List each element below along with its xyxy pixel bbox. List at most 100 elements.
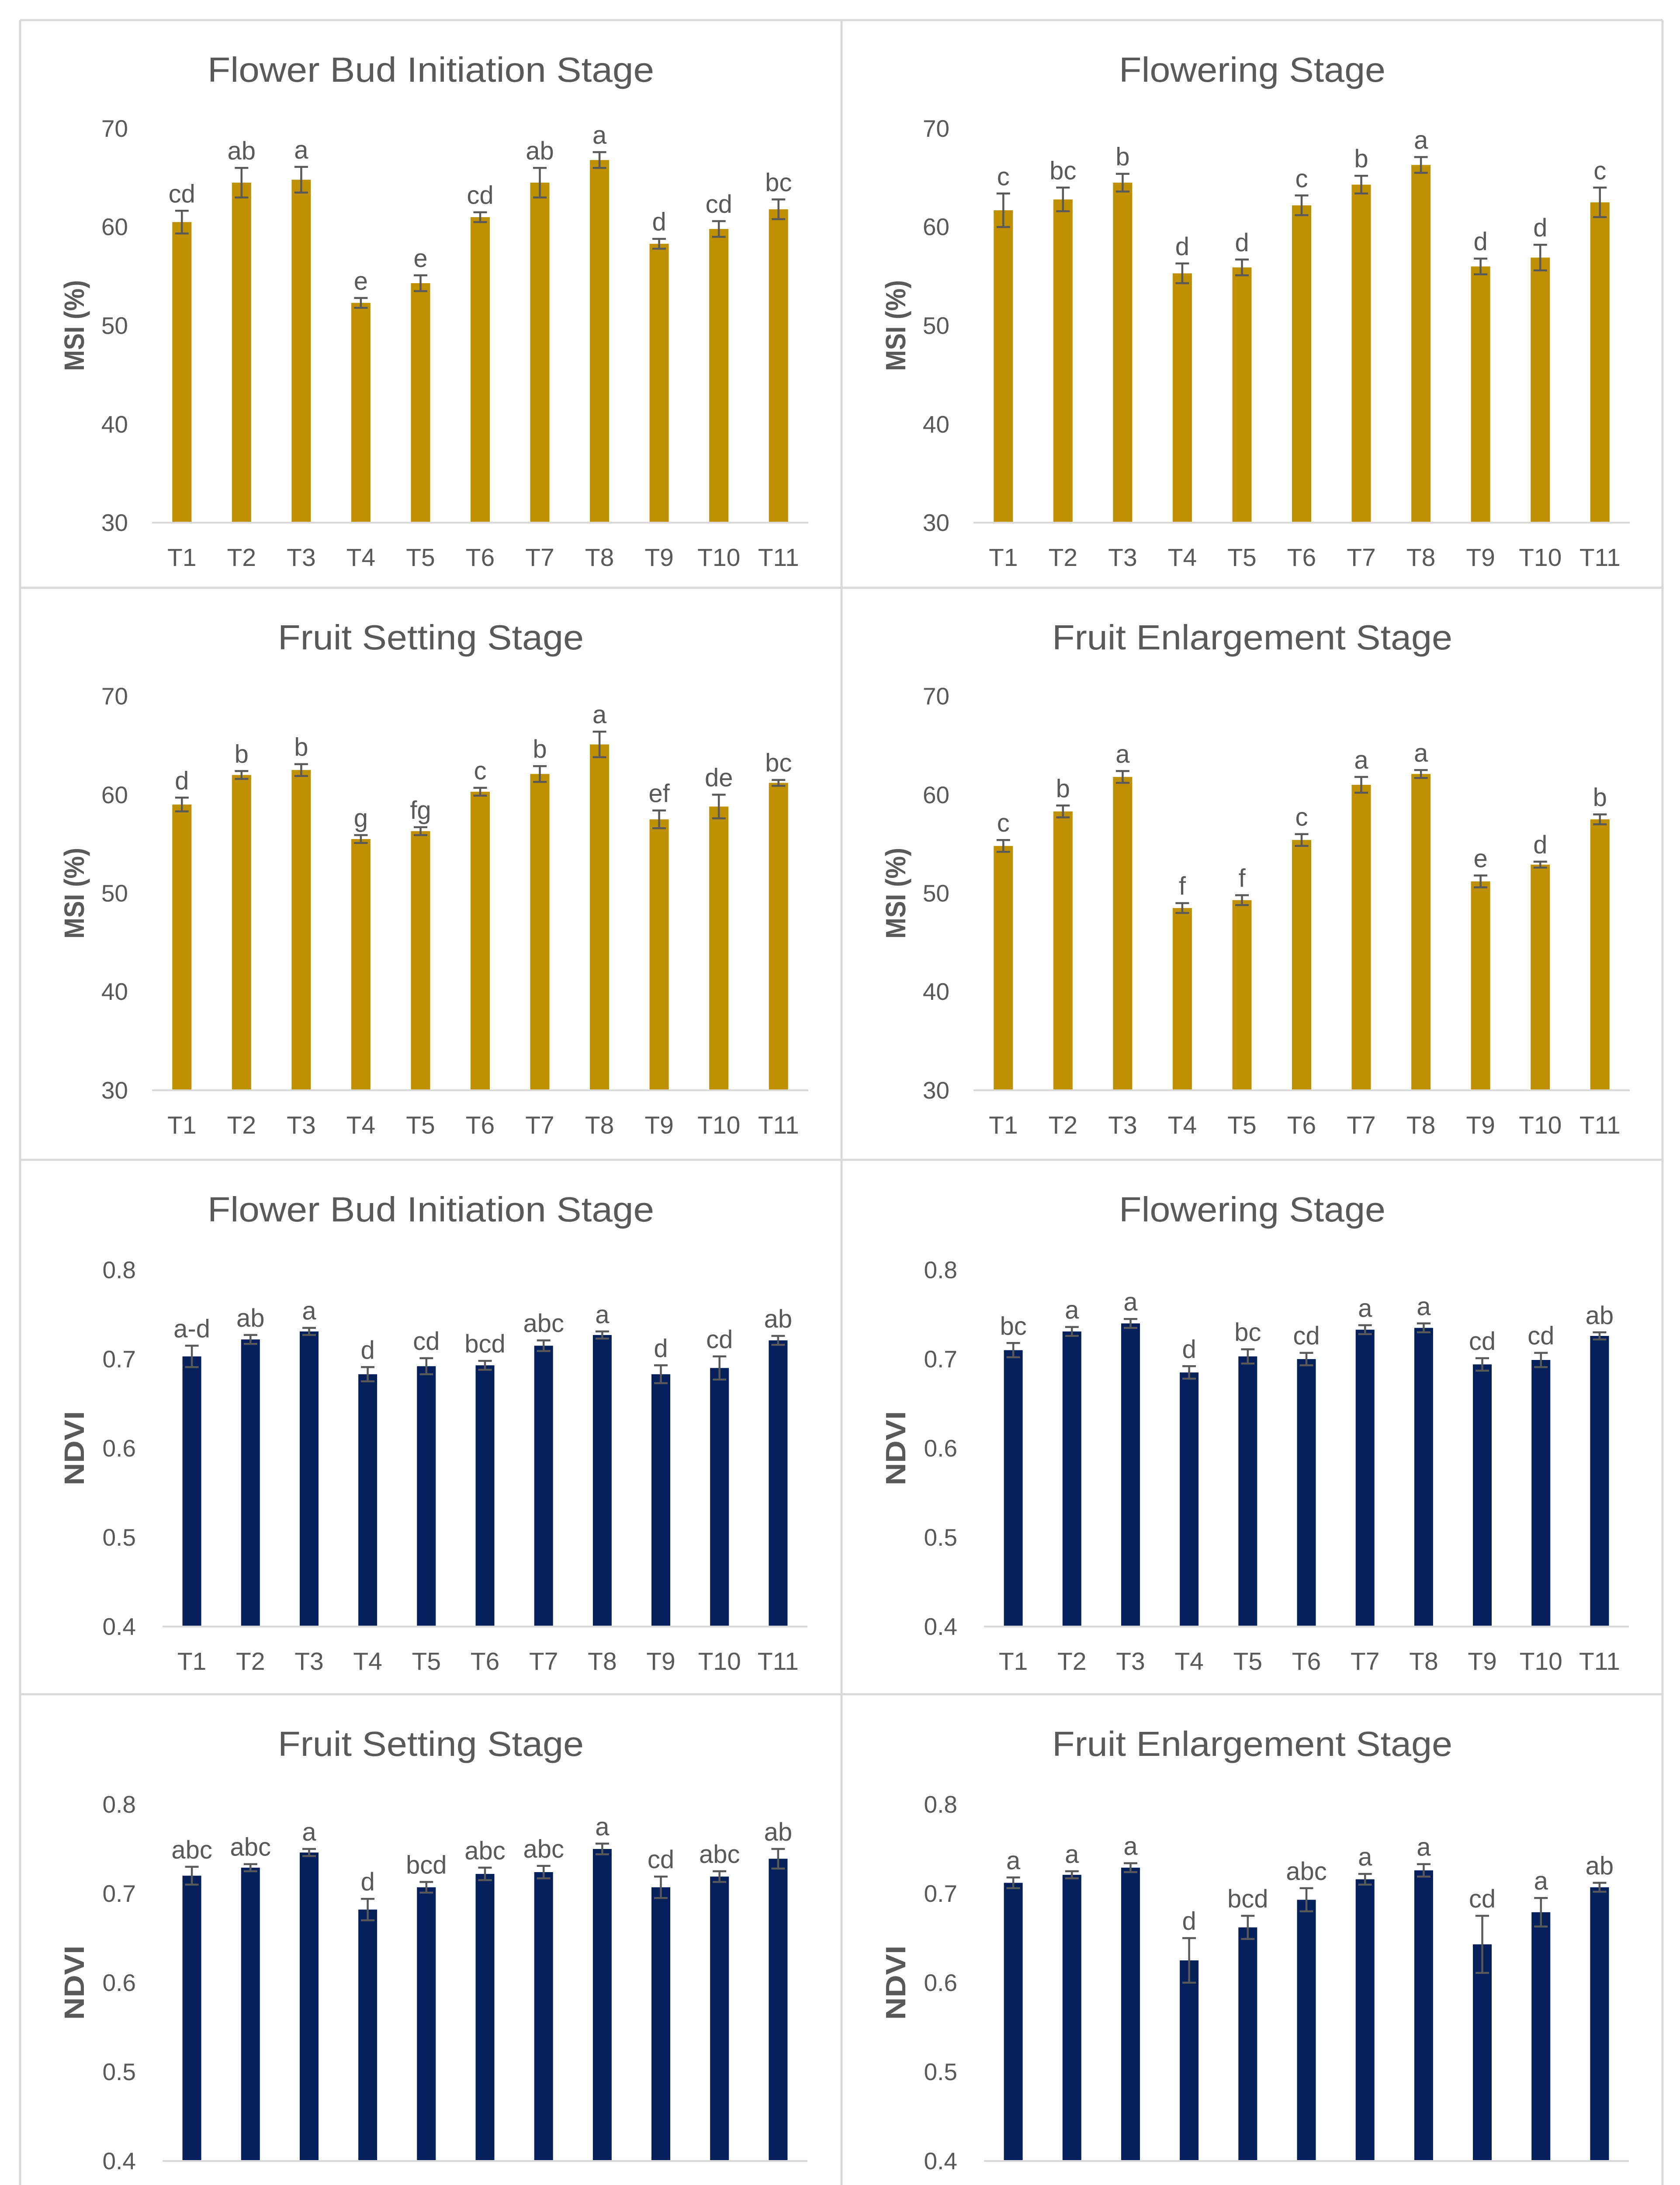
svg-text:T1: T1	[989, 1111, 1018, 1139]
svg-text:60: 60	[923, 781, 949, 808]
svg-text:0.5: 0.5	[103, 1524, 136, 1551]
svg-text:40: 40	[923, 411, 949, 438]
svg-text:d: d	[1175, 232, 1189, 261]
svg-text:a: a	[595, 1813, 610, 1841]
svg-text:T9: T9	[1468, 1647, 1497, 1675]
svg-text:Fruit Setting Stage: Fruit Setting Stage	[278, 618, 584, 657]
svg-text:0.4: 0.4	[103, 1613, 136, 1640]
svg-text:T2: T2	[236, 2182, 265, 2185]
svg-text:T7: T7	[1347, 544, 1376, 572]
svg-text:T5: T5	[1227, 1111, 1257, 1139]
svg-text:T9: T9	[644, 1111, 674, 1139]
svg-text:T4: T4	[353, 2182, 382, 2185]
svg-text:T2: T2	[1049, 1111, 1078, 1139]
svg-text:T8: T8	[585, 1111, 614, 1139]
svg-text:T6: T6	[466, 1111, 495, 1139]
svg-text:b: b	[533, 735, 547, 763]
svg-text:T3: T3	[1116, 2182, 1145, 2185]
svg-text:a: a	[1414, 126, 1428, 154]
svg-text:Fruit Setting Stage: Fruit Setting Stage	[278, 1724, 584, 1763]
svg-text:NDVI: NDVI	[59, 1946, 90, 2020]
svg-text:d: d	[1473, 228, 1487, 256]
svg-text:0.5: 0.5	[103, 2058, 136, 2085]
svg-text:T4: T4	[1168, 1111, 1197, 1139]
svg-text:0.8: 0.8	[924, 1256, 957, 1283]
svg-text:T7: T7	[525, 1111, 554, 1139]
svg-text:50: 50	[923, 312, 949, 339]
svg-text:0.4: 0.4	[103, 2147, 136, 2175]
svg-text:abc: abc	[171, 1836, 212, 1864]
svg-text:abc: abc	[1286, 1857, 1327, 1886]
svg-text:ab: ab	[764, 1818, 793, 1846]
svg-text:a: a	[1354, 746, 1368, 774]
svg-text:T10: T10	[1520, 2182, 1562, 2185]
svg-text:MSI (%): MSI (%)	[59, 848, 90, 939]
svg-text:T10: T10	[698, 2182, 741, 2185]
svg-text:NDVI: NDVI	[59, 1411, 90, 1485]
svg-text:0.5: 0.5	[924, 2058, 957, 2085]
svg-text:T2: T2	[1057, 2182, 1087, 2185]
svg-text:T6: T6	[471, 1647, 500, 1675]
svg-text:T9: T9	[1466, 544, 1495, 572]
svg-text:T5: T5	[412, 1647, 441, 1675]
svg-text:T1: T1	[177, 2182, 207, 2185]
svg-text:T7: T7	[525, 544, 554, 572]
svg-text:a: a	[1123, 1288, 1138, 1316]
svg-text:70: 70	[101, 115, 128, 142]
svg-text:40: 40	[923, 978, 949, 1005]
svg-text:c: c	[1296, 164, 1308, 193]
svg-text:T3: T3	[294, 2182, 324, 2185]
svg-text:T6: T6	[1292, 2182, 1321, 2185]
svg-text:cd: cd	[413, 1327, 440, 1356]
svg-text:b: b	[1115, 143, 1129, 171]
svg-text:abc: abc	[523, 1309, 564, 1338]
svg-text:T10: T10	[1519, 1111, 1562, 1139]
svg-text:de: de	[705, 764, 733, 792]
svg-text:bcd: bcd	[1227, 1885, 1268, 1913]
svg-text:cd: cd	[1528, 1322, 1554, 1350]
svg-text:cd: cd	[467, 181, 493, 210]
svg-text:T3: T3	[1116, 1647, 1145, 1675]
svg-text:50: 50	[101, 880, 128, 907]
svg-text:T7: T7	[529, 1647, 558, 1675]
svg-text:40: 40	[101, 411, 128, 438]
svg-text:NDVI: NDVI	[880, 1946, 911, 2020]
svg-text:0.8: 0.8	[103, 1791, 136, 1818]
svg-text:g: g	[354, 804, 368, 832]
svg-text:0.6: 0.6	[924, 1969, 957, 1996]
svg-text:cd: cd	[706, 1325, 733, 1354]
svg-text:T3: T3	[1108, 544, 1137, 572]
svg-text:0.7: 0.7	[924, 1880, 957, 1907]
svg-text:d: d	[175, 766, 189, 795]
svg-text:0.7: 0.7	[103, 1880, 136, 1907]
svg-text:ab: ab	[1586, 1852, 1614, 1880]
svg-text:T1: T1	[167, 1111, 197, 1139]
svg-text:T7: T7	[529, 2182, 558, 2185]
svg-text:T6: T6	[471, 2182, 500, 2185]
svg-text:0.6: 0.6	[103, 1435, 136, 1462]
svg-text:ab: ab	[526, 137, 554, 165]
svg-text:d: d	[360, 1868, 374, 1896]
svg-text:d: d	[1182, 1335, 1196, 1363]
svg-text:d: d	[1533, 214, 1547, 242]
svg-text:T11: T11	[758, 544, 799, 572]
svg-text:cd: cd	[1293, 1322, 1320, 1350]
svg-text:T8: T8	[1409, 1647, 1438, 1675]
svg-text:60: 60	[923, 213, 949, 240]
svg-text:T4: T4	[346, 1111, 376, 1139]
svg-text:T8: T8	[1406, 544, 1436, 572]
svg-text:T11: T11	[1579, 1647, 1620, 1675]
svg-text:T1: T1	[989, 544, 1018, 572]
svg-text:70: 70	[923, 115, 949, 142]
svg-text:T1: T1	[167, 544, 197, 572]
svg-text:Fruit Enlargement Stage: Fruit Enlargement Stage	[1052, 1724, 1452, 1763]
svg-text:ab: ab	[228, 137, 256, 165]
svg-text:30: 30	[923, 509, 949, 536]
svg-text:MSI (%): MSI (%)	[880, 848, 911, 939]
svg-text:Flowering Stage: Flowering Stage	[1119, 1190, 1386, 1229]
svg-text:0.8: 0.8	[924, 1791, 957, 1818]
svg-text:c: c	[997, 163, 1010, 191]
svg-text:a: a	[1358, 1294, 1372, 1323]
svg-text:T8: T8	[588, 1647, 617, 1675]
svg-text:Flower Bud Initiation Stage: Flower Bud Initiation Stage	[208, 50, 654, 89]
